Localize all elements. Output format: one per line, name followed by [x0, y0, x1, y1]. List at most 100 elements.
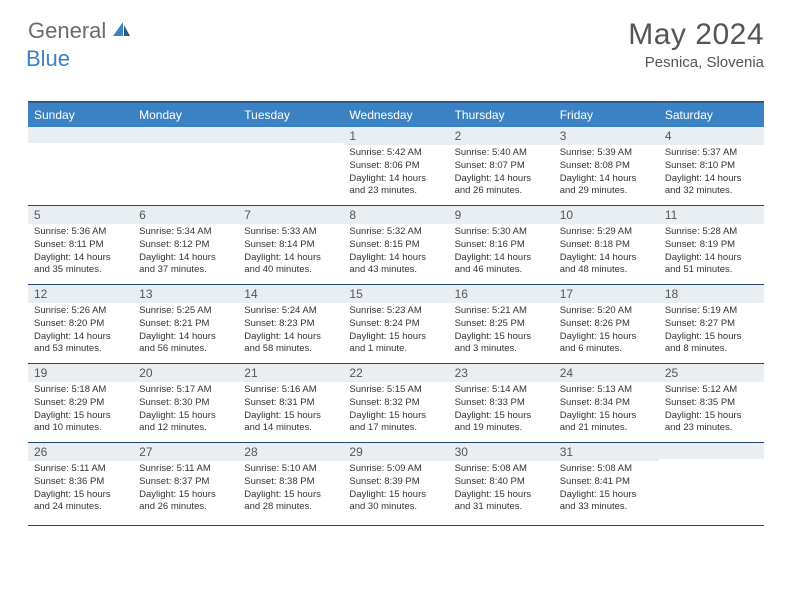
day-cell-banner: 2: [449, 127, 554, 145]
day-sunset: Sunset: 8:19 PM: [665, 239, 758, 252]
day-cell: 31Sunrise: 5:08 AMSunset: 8:41 PMDayligh…: [554, 443, 659, 525]
day-cell: 22Sunrise: 5:15 AMSunset: 8:32 PMDayligh…: [343, 364, 448, 442]
day-daylight1: Daylight: 15 hours: [244, 410, 337, 423]
day-details: Sunrise: 5:29 AMSunset: 8:18 PMDaylight:…: [560, 226, 653, 277]
day-cell-banner: 7: [238, 206, 343, 224]
day-daylight2: and 23 minutes.: [665, 422, 758, 435]
day-details: Sunrise: 5:11 AMSunset: 8:37 PMDaylight:…: [139, 463, 232, 514]
day-daylight2: and 29 minutes.: [560, 185, 653, 198]
day-number: 1: [349, 129, 356, 143]
month-title: May 2024: [628, 18, 764, 52]
day-daylight2: and 58 minutes.: [244, 343, 337, 356]
day-number: 8: [349, 208, 356, 222]
week-row: 26Sunrise: 5:11 AMSunset: 8:36 PMDayligh…: [28, 443, 764, 526]
day-number: 6: [139, 208, 146, 222]
day-daylight2: and 53 minutes.: [34, 343, 127, 356]
day-sunset: Sunset: 8:37 PM: [139, 476, 232, 489]
day-cell: [28, 127, 133, 205]
day-cell-banner: 12: [28, 285, 133, 303]
day-details: Sunrise: 5:14 AMSunset: 8:33 PMDaylight:…: [455, 384, 548, 435]
day-daylight2: and 56 minutes.: [139, 343, 232, 356]
day-details: Sunrise: 5:23 AMSunset: 8:24 PMDaylight:…: [349, 305, 442, 356]
day-daylight1: Daylight: 15 hours: [349, 410, 442, 423]
day-sunrise: Sunrise: 5:36 AM: [34, 226, 127, 239]
day-number: 24: [560, 366, 573, 380]
day-daylight1: Daylight: 14 hours: [34, 252, 127, 265]
day-number: 3: [560, 129, 567, 143]
day-number: 22: [349, 366, 362, 380]
day-daylight1: Daylight: 14 hours: [139, 331, 232, 344]
day-sunrise: Sunrise: 5:18 AM: [34, 384, 127, 397]
day-number: 23: [455, 366, 468, 380]
day-daylight2: and 33 minutes.: [560, 501, 653, 514]
day-cell: 13Sunrise: 5:25 AMSunset: 8:21 PMDayligh…: [133, 285, 238, 363]
calendar: Sunday Monday Tuesday Wednesday Thursday…: [28, 101, 764, 526]
day-details: Sunrise: 5:37 AMSunset: 8:10 PMDaylight:…: [665, 147, 758, 198]
weekday-header: Tuesday: [238, 103, 343, 127]
day-cell: 29Sunrise: 5:09 AMSunset: 8:39 PMDayligh…: [343, 443, 448, 525]
week-row: 1Sunrise: 5:42 AMSunset: 8:06 PMDaylight…: [28, 127, 764, 206]
day-cell-banner: 20: [133, 364, 238, 382]
day-sunrise: Sunrise: 5:11 AM: [139, 463, 232, 476]
day-number: 17: [560, 287, 573, 301]
day-daylight1: Daylight: 15 hours: [560, 489, 653, 502]
day-details: Sunrise: 5:28 AMSunset: 8:19 PMDaylight:…: [665, 226, 758, 277]
day-sunset: Sunset: 8:29 PM: [34, 397, 127, 410]
day-sunset: Sunset: 8:32 PM: [349, 397, 442, 410]
week-row: 12Sunrise: 5:26 AMSunset: 8:20 PMDayligh…: [28, 285, 764, 364]
day-sunrise: Sunrise: 5:12 AM: [665, 384, 758, 397]
day-sunset: Sunset: 8:35 PM: [665, 397, 758, 410]
day-details: Sunrise: 5:39 AMSunset: 8:08 PMDaylight:…: [560, 147, 653, 198]
day-cell: 25 Sunrise: 5:12 AMSunset: 8:35 PMDayligh…: [659, 364, 764, 442]
day-cell: [659, 443, 764, 525]
day-daylight2: and 17 minutes.: [349, 422, 442, 435]
day-details: Sunrise: 5:10 AMSunset: 8:38 PMDaylight:…: [244, 463, 337, 514]
day-sunrise: Sunrise: 5:32 AM: [349, 226, 442, 239]
logo: General: [28, 18, 136, 44]
day-sunrise: Sunrise: 5:16 AM: [244, 384, 337, 397]
day-daylight2: and 51 minutes.: [665, 264, 758, 277]
day-daylight1: Daylight: 15 hours: [560, 410, 653, 423]
day-sunrise: Sunrise: 5:25 AM: [139, 305, 232, 318]
day-cell: 9Sunrise: 5:30 AMSunset: 8:16 PMDaylight…: [449, 206, 554, 284]
day-sunrise: Sunrise: 5:11 AM: [34, 463, 127, 476]
day-details: Sunrise: 5:12 AMSunset: 8:35 PMDaylight:…: [665, 384, 758, 435]
day-daylight2: and 26 minutes.: [455, 185, 548, 198]
day-details: Sunrise: 5:17 AMSunset: 8:30 PMDaylight:…: [139, 384, 232, 435]
day-daylight1: Daylight: 15 hours: [139, 489, 232, 502]
day-details: Sunrise: 5:24 AMSunset: 8:23 PMDaylight:…: [244, 305, 337, 356]
day-details: Sunrise: 5:34 AMSunset: 8:12 PMDaylight:…: [139, 226, 232, 277]
day-cell: [133, 127, 238, 205]
day-cell-banner: 22: [343, 364, 448, 382]
logo-text-general: General: [28, 18, 106, 44]
day-daylight1: Daylight: 14 hours: [244, 252, 337, 265]
day-cell-banner: 31: [554, 443, 659, 461]
day-cell: 14Sunrise: 5:24 AMSunset: 8:23 PMDayligh…: [238, 285, 343, 363]
day-sunset: Sunset: 8:20 PM: [34, 318, 127, 331]
day-daylight1: Daylight: 14 hours: [455, 252, 548, 265]
day-cell: 11Sunrise: 5:28 AMSunset: 8:19 PMDayligh…: [659, 206, 764, 284]
day-cell-banner: 6: [133, 206, 238, 224]
day-cell: 26Sunrise: 5:11 AMSunset: 8:36 PMDayligh…: [28, 443, 133, 525]
day-daylight1: Daylight: 14 hours: [560, 252, 653, 265]
day-cell-banner: [28, 127, 133, 143]
day-number: 9: [455, 208, 462, 222]
day-number: 30: [455, 445, 468, 459]
day-sunset: Sunset: 8:39 PM: [349, 476, 442, 489]
day-daylight1: Daylight: 15 hours: [139, 410, 232, 423]
day-cell: 20 Sunrise: 5:17 AMSunset: 8:30 PMDayligh…: [133, 364, 238, 442]
day-sunset: Sunset: 8:34 PM: [560, 397, 653, 410]
day-daylight2: and 32 minutes.: [665, 185, 758, 198]
day-sunrise: Sunrise: 5:17 AM: [139, 384, 232, 397]
day-sunrise: Sunrise: 5:42 AM: [349, 147, 442, 160]
day-daylight2: and 30 minutes.: [349, 501, 442, 514]
day-cell-banner: 25: [659, 364, 764, 382]
day-cell-banner: [659, 443, 764, 459]
day-cell-banner: 24: [554, 364, 659, 382]
day-cell-banner: 8: [343, 206, 448, 224]
day-number: 18: [665, 287, 678, 301]
weekday-header: Friday: [554, 103, 659, 127]
location-subtitle: Pesnica, Slovenia: [628, 54, 764, 71]
day-sunset: Sunset: 8:15 PM: [349, 239, 442, 252]
day-cell-banner: 15: [343, 285, 448, 303]
